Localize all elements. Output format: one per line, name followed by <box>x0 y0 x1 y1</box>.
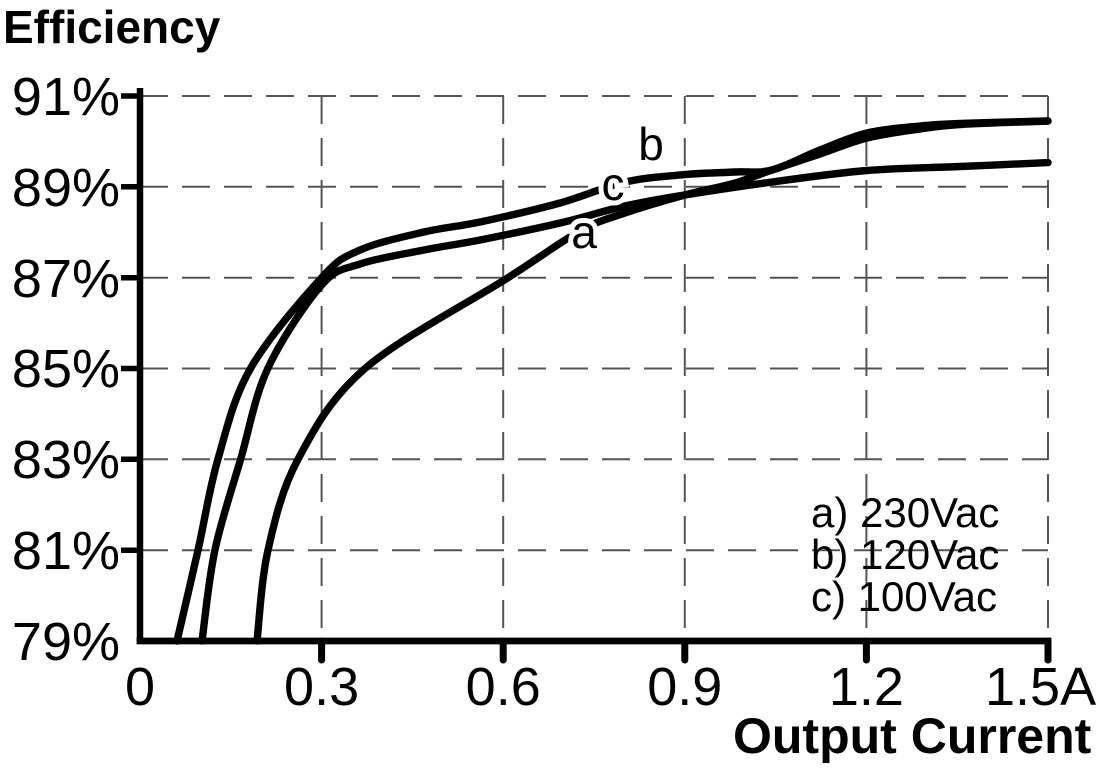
svg-text:Output Current: Output Current <box>733 708 1092 763</box>
svg-text:89%: 89% <box>12 158 120 218</box>
svg-text:0: 0 <box>125 657 155 717</box>
svg-text:Efficiency: Efficiency <box>3 1 221 53</box>
svg-text:c) 100Vac: c) 100Vac <box>811 573 997 620</box>
svg-text:79%: 79% <box>12 612 120 672</box>
svg-text:b: b <box>638 118 664 170</box>
svg-text:0.6: 0.6 <box>466 657 541 717</box>
svg-text:0.9: 0.9 <box>647 657 722 717</box>
svg-text:c: c <box>602 158 625 210</box>
svg-text:0.3: 0.3 <box>284 657 359 717</box>
svg-text:83%: 83% <box>12 430 120 490</box>
svg-text:b) 120Vac: b) 120Vac <box>811 531 999 578</box>
svg-text:a: a <box>571 206 597 258</box>
svg-text:91%: 91% <box>12 67 120 127</box>
svg-text:a) 230Vac: a) 230Vac <box>811 489 999 536</box>
svg-text:81%: 81% <box>12 521 120 581</box>
svg-text:85%: 85% <box>12 339 120 399</box>
svg-text:87%: 87% <box>12 249 120 309</box>
